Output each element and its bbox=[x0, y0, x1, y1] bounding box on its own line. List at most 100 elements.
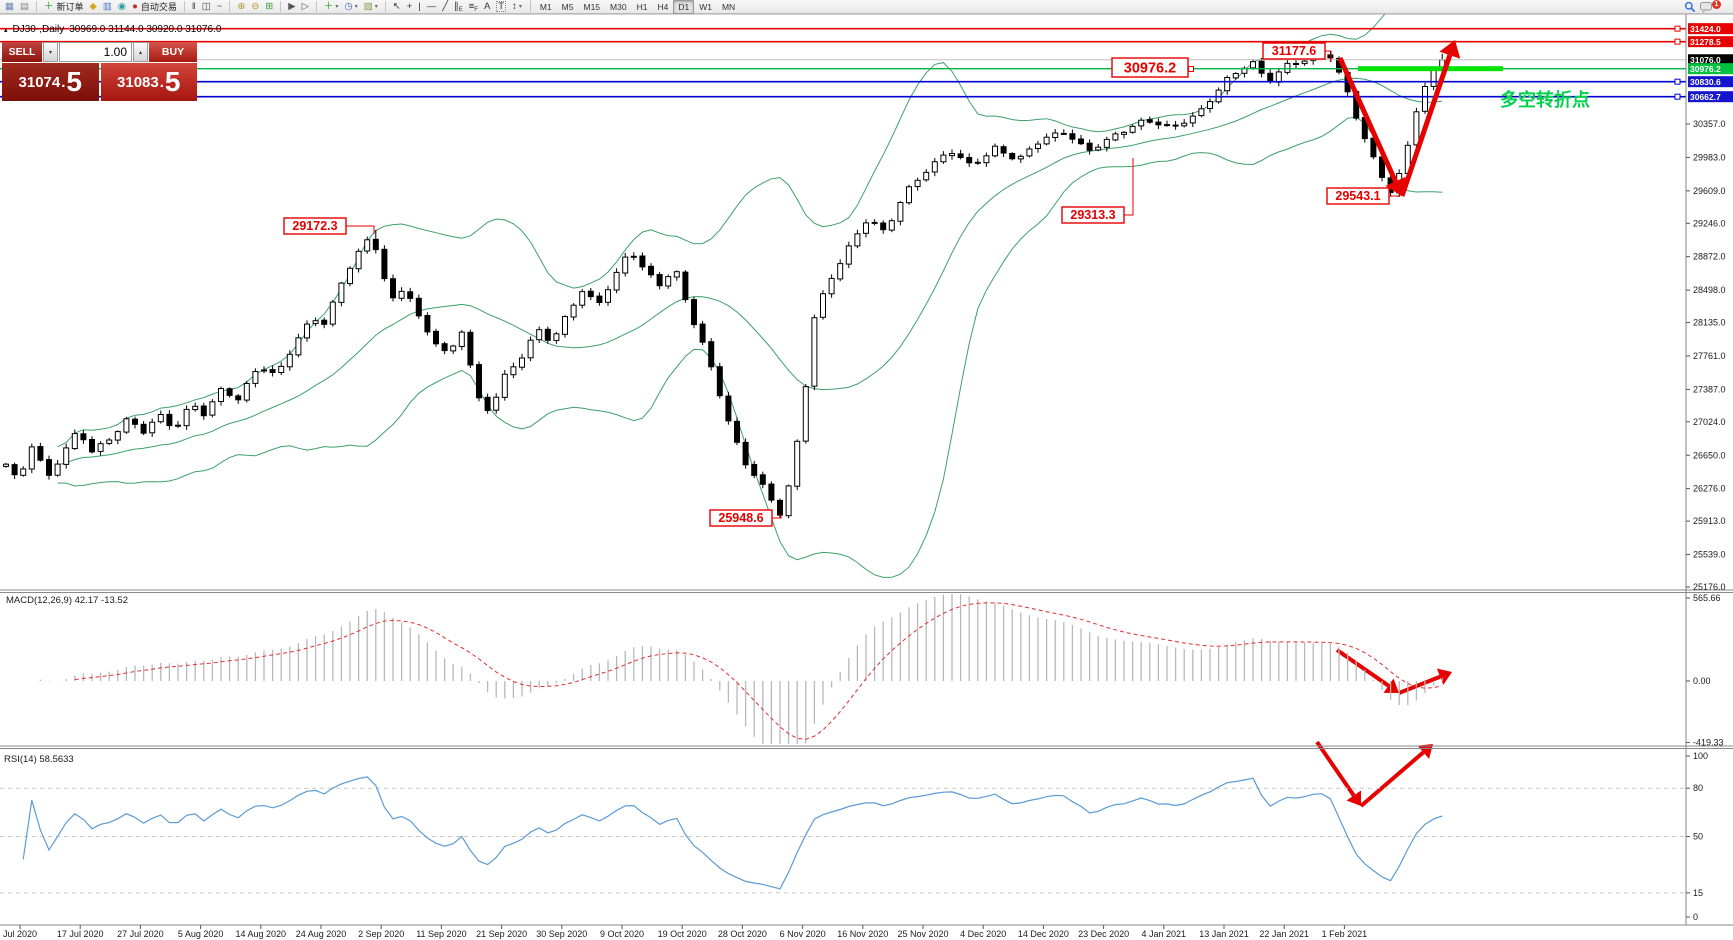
horizontal-line-icon: — bbox=[426, 0, 437, 12]
timeframe-m30-button[interactable]: M30 bbox=[610, 1, 627, 12]
svg-text:565.66: 565.66 bbox=[1693, 593, 1721, 603]
trend-arrow-main[interactable] bbox=[1399, 40, 1461, 197]
svg-text:31424.0: 31424.0 bbox=[1690, 24, 1721, 34]
trend-arrow-macd[interactable] bbox=[1398, 668, 1452, 695]
search-icon[interactable] bbox=[1684, 1, 1696, 13]
support-zone-bar[interactable] bbox=[1358, 66, 1503, 72]
auto-trading-icon: ● bbox=[132, 0, 138, 12]
vertical-line-icon: | bbox=[418, 0, 421, 12]
svg-text:5 Aug 2020: 5 Aug 2020 bbox=[178, 929, 224, 939]
data-window-button[interactable]: ▥ bbox=[101, 1, 114, 13]
fibonacci-icon: ≡ bbox=[468, 0, 475, 12]
svg-text:-419.33: -419.33 bbox=[1693, 738, 1724, 748]
svg-text:23 Dec 2020: 23 Dec 2020 bbox=[1078, 929, 1129, 939]
trend-arrow-rsi[interactable] bbox=[1359, 744, 1433, 808]
chart-shift-button[interactable]: ▷ bbox=[300, 1, 311, 13]
trend-note-text[interactable]: 多空转折点 bbox=[1500, 89, 1590, 110]
annotation-29313.3[interactable]: 29313.3 bbox=[1061, 158, 1134, 224]
periods-button[interactable]: ◷ ▾ bbox=[342, 1, 359, 13]
zoom-in-button[interactable]: ⊕ bbox=[235, 1, 247, 13]
chart-symbol-period: DJ30-,Daily bbox=[12, 24, 65, 35]
indicators-button[interactable]: ＋ ▾ bbox=[322, 1, 341, 13]
svg-text:27 Jul 2020: 27 Jul 2020 bbox=[117, 929, 164, 939]
buy-button[interactable]: BUY bbox=[149, 42, 197, 62]
auto-scroll-button[interactable]: ▶ bbox=[286, 1, 297, 13]
rsi-label: RSI(14) 58.5633 bbox=[4, 754, 74, 765]
buy-price-pip: 5 bbox=[164, 66, 181, 97]
channel-button[interactable]: ∥ E bbox=[452, 1, 465, 13]
horizontal-lines[interactable] bbox=[0, 25, 1686, 100]
trend-arrow-macd[interactable] bbox=[1335, 648, 1399, 693]
trend-arrow-main[interactable] bbox=[1337, 56, 1406, 196]
svg-text:6 Nov 2020: 6 Nov 2020 bbox=[780, 929, 826, 939]
candle-chart-button[interactable]: ◫ bbox=[200, 1, 213, 13]
timeframe-h1-button[interactable]: H1 bbox=[636, 1, 648, 12]
tile-windows-button[interactable]: ⊞ bbox=[263, 1, 275, 13]
volume-input[interactable]: 1.00 bbox=[59, 42, 132, 62]
navigator-button[interactable]: ◉ bbox=[116, 1, 128, 13]
data-window-icon: ▥ bbox=[102, 0, 112, 12]
price-annotations[interactable]: 29172.3 25948.6 29313.3 30976.2 31177.6 29543… bbox=[283, 42, 1399, 527]
date-axis[interactable]: Jul 2020 17 Jul 2020 27 Jul 2020 5 Aug 2020… bbox=[3, 925, 1367, 939]
vertical-line-button[interactable]: | bbox=[416, 1, 422, 13]
bar-chart-button[interactable]: ‖ bbox=[190, 1, 198, 13]
timeframe-h4-button[interactable]: H4 bbox=[657, 1, 669, 12]
text-button[interactable]: A bbox=[482, 1, 492, 13]
timeframe-m15-button[interactable]: M15 bbox=[583, 1, 601, 12]
tile-windows-icon: ⊞ bbox=[265, 0, 274, 12]
new-order-label: 新订单 bbox=[56, 2, 84, 12]
timeframe-m1-button[interactable]: M1 bbox=[539, 1, 552, 12]
new-chart-icon: ▦ bbox=[5, 0, 14, 12]
auto-scroll-icon: ▶ bbox=[288, 0, 296, 12]
buy-price-display[interactable]: 31083. 5 bbox=[100, 63, 197, 101]
timeframe-mn-button[interactable]: MN bbox=[721, 1, 736, 12]
svg-text:27761.0: 27761.0 bbox=[1693, 351, 1726, 361]
trend-arrow-rsi[interactable] bbox=[1315, 740, 1361, 806]
trend-arrows[interactable] bbox=[1315, 40, 1461, 808]
auto-trading-button[interactable]: ● 自动交易 bbox=[130, 1, 179, 13]
trendline-button[interactable]: ╱ bbox=[440, 1, 450, 13]
svg-text:27024.0: 27024.0 bbox=[1693, 417, 1726, 427]
annotation-29543.1[interactable]: 29543.1 bbox=[1326, 187, 1399, 205]
horizontal-line-button[interactable]: — bbox=[425, 1, 439, 13]
cursor-button[interactable]: ↖ bbox=[391, 1, 403, 13]
timeframe-w1-button[interactable]: W1 bbox=[699, 1, 712, 12]
profiles-button[interactable]: ▤ bbox=[18, 1, 31, 13]
zoom-out-button[interactable]: ⊖ bbox=[249, 1, 261, 13]
arrows-button[interactable]: ↕ ▾ bbox=[510, 1, 524, 13]
annotation-25948.6[interactable]: 25948.6 bbox=[709, 509, 782, 527]
label-button[interactable]: T bbox=[494, 0, 508, 13]
periods-icon: ◷ bbox=[344, 0, 353, 12]
svg-text:80: 80 bbox=[1693, 783, 1703, 793]
fibonacci-icon-sub: F bbox=[474, 6, 478, 13]
label-icon: T bbox=[496, 0, 507, 13]
zoom-out-icon: ⊖ bbox=[251, 0, 260, 12]
svg-text:29983.0: 29983.0 bbox=[1693, 152, 1726, 162]
svg-text:9 Oct 2020: 9 Oct 2020 bbox=[600, 929, 644, 939]
toolbar-separator bbox=[384, 1, 386, 12]
chart-symbol-icon: ▴ bbox=[4, 26, 8, 34]
price-axis[interactable]: 30357.0 29983.0 29609.0 29246.0 28872.0 28498… bbox=[1686, 119, 1726, 592]
svg-text:25539.0: 25539.0 bbox=[1693, 550, 1726, 560]
crosshair-button[interactable]: + bbox=[405, 1, 415, 13]
svg-text:1 Feb 2021: 1 Feb 2021 bbox=[1322, 929, 1368, 939]
annotation-30976.2[interactable]: 30976.2 bbox=[1111, 57, 1194, 78]
new-chart-button[interactable]: ▦ bbox=[3, 1, 16, 13]
new-order-button[interactable]: ＋新订单 bbox=[42, 1, 86, 13]
chat-icon[interactable] bbox=[1700, 1, 1713, 13]
volume-decrease-button[interactable]: ▾ bbox=[43, 42, 58, 62]
chart-title: ▴ DJ30-,Daily 30969.0 31144.0 30920.0 31… bbox=[4, 24, 221, 35]
chart-ohlc-values: 30969.0 31144.0 30920.0 31076.0 bbox=[69, 24, 222, 35]
volume-increase-button[interactable]: ▴ bbox=[133, 42, 148, 62]
sell-button[interactable]: SELL bbox=[2, 42, 42, 62]
fibonacci-button[interactable]: ≡ F bbox=[467, 1, 480, 13]
line-chart-button[interactable]: ~ bbox=[215, 1, 225, 13]
styler-button[interactable]: ◆ bbox=[88, 1, 99, 13]
annotation-31177.6[interactable]: 31177.6 bbox=[1262, 42, 1332, 62]
timeframe-m5-button[interactable]: M5 bbox=[561, 1, 574, 12]
timeframe-d1-button[interactable]: D1 bbox=[673, 0, 695, 14]
templates-button[interactable]: ▧ ▾ bbox=[362, 1, 380, 13]
annotation-29172.3[interactable]: 29172.3 bbox=[283, 217, 375, 235]
svg-text:29609.0: 29609.0 bbox=[1693, 186, 1726, 196]
sell-price-display[interactable]: 31074. 5 bbox=[2, 63, 99, 101]
